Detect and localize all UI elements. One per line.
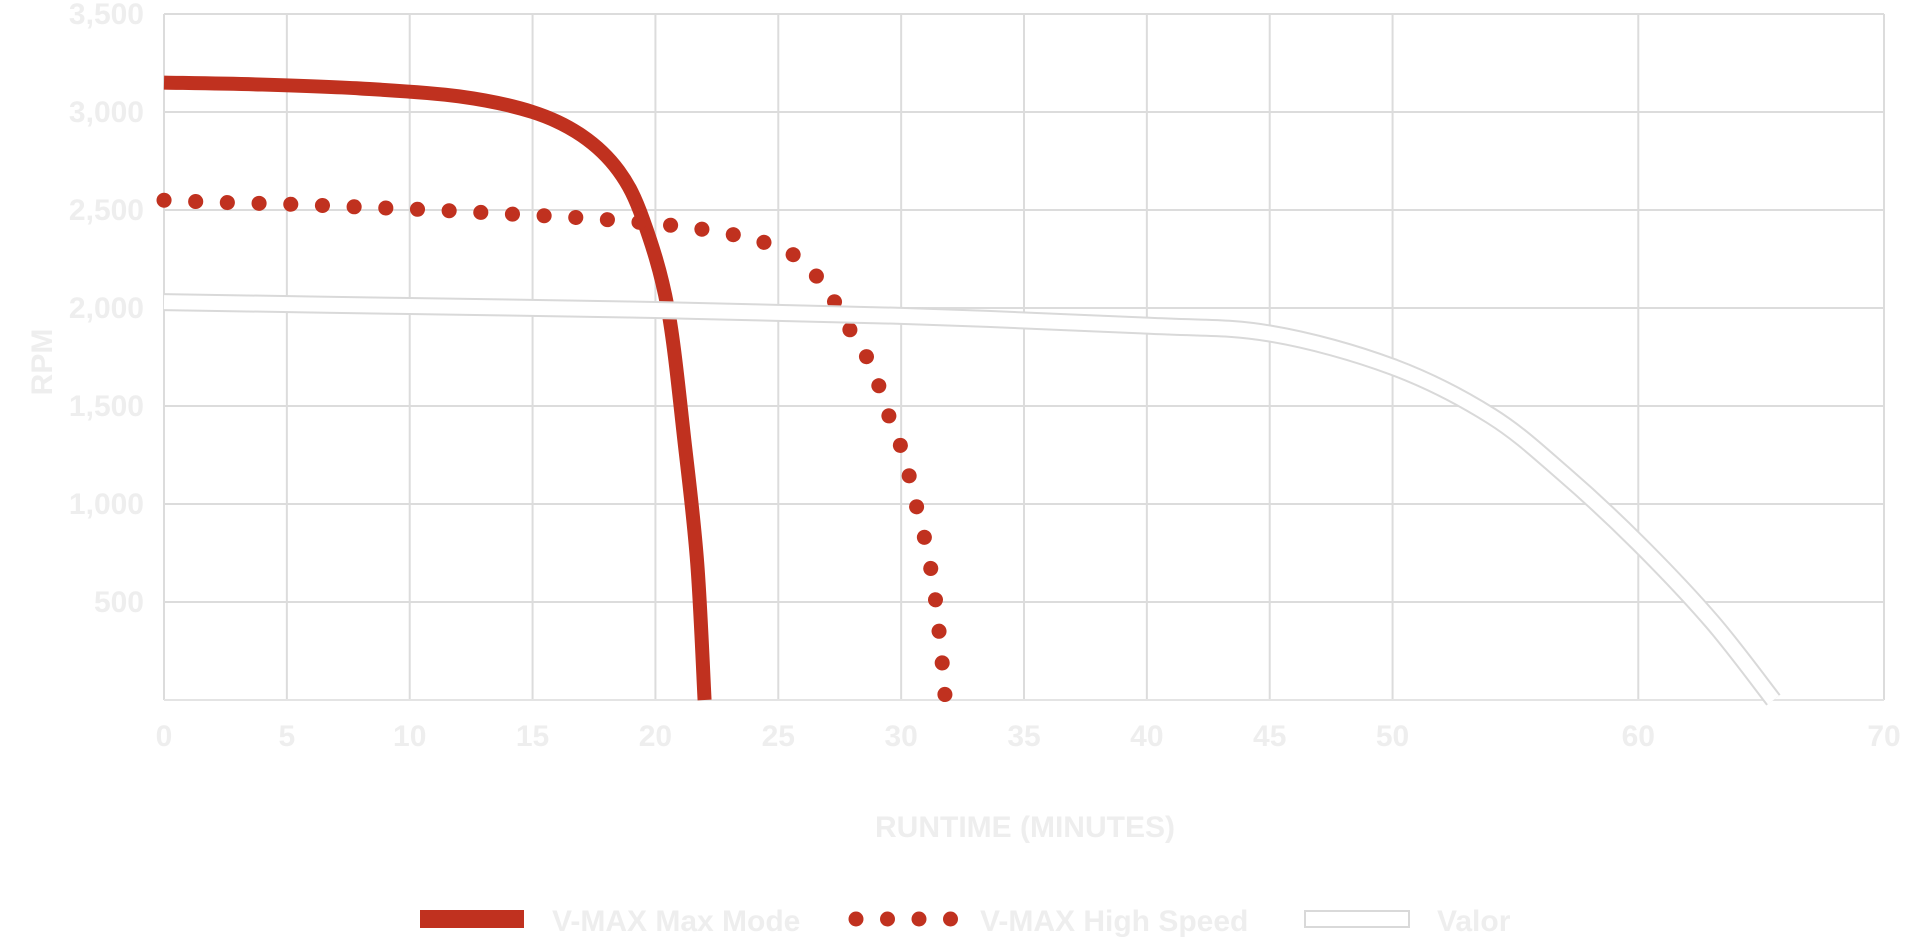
x-tick-label: 30 <box>884 720 917 753</box>
series-layer <box>156 75 1781 708</box>
x-tick-label: 10 <box>393 720 426 753</box>
x-tick-label: 0 <box>156 720 173 753</box>
series-line <box>163 75 712 701</box>
x-tick-label: 35 <box>1007 720 1040 753</box>
y-tick-label: 3,000 <box>69 96 144 129</box>
x-tick-label: 45 <box>1253 720 1286 753</box>
x-tick-label: 50 <box>1376 720 1409 753</box>
y-tick-label: 3,500 <box>69 0 144 31</box>
y-tick-label: 1,000 <box>69 488 144 521</box>
legend-swatch <box>880 911 895 927</box>
tick-labels: 0 5 10 15 20 25 30 35 40 45 50 60 70 500 1,000 1,500 2,0… <box>69 0 1901 753</box>
x-tick-label: 40 <box>1130 720 1163 753</box>
legend-swatch <box>943 911 958 927</box>
y-tick-label: 500 <box>94 586 144 619</box>
y-tick-label: 2,500 <box>69 194 144 227</box>
x-tick-label: 5 <box>279 720 296 753</box>
series-line <box>156 192 953 708</box>
x-tick-label: 70 <box>1867 720 1900 753</box>
series-outline <box>163 293 1781 706</box>
legend-item: V-MAX High Speed <box>848 905 1248 938</box>
legend-label: V-MAX High Speed <box>980 905 1248 938</box>
series-dotted <box>156 192 953 708</box>
series-outline <box>163 293 1781 706</box>
x-tick-label: 20 <box>639 720 672 753</box>
legend: V-MAX Max Mode V-MAX High Speed Valor <box>420 905 1511 938</box>
series-line <box>163 295 1779 705</box>
y-axis-title: RPM <box>26 329 59 396</box>
legend-swatch <box>420 910 524 928</box>
legend-swatch <box>848 911 864 927</box>
x-tick-label: 60 <box>1622 720 1655 753</box>
legend-item: Valor <box>1304 905 1511 938</box>
legend-swatch <box>911 911 927 927</box>
legend-label: V-MAX Max Mode <box>552 905 800 938</box>
y-tick-label: 1,500 <box>69 390 144 423</box>
grid <box>163 13 1885 701</box>
legend-swatch <box>1304 910 1410 928</box>
x-tick-label: 15 <box>516 720 549 753</box>
legend-item: V-MAX Max Mode <box>420 905 800 938</box>
x-axis-title: RUNTIME (MINUTES) <box>875 811 1175 844</box>
series-solid-thick <box>163 75 712 701</box>
y-tick-label: 2,000 <box>69 292 144 325</box>
x-tick-label: 25 <box>762 720 795 753</box>
legend-label: Valor <box>1437 905 1511 938</box>
